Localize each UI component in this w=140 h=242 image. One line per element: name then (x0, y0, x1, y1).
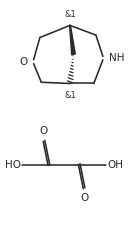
Text: HO: HO (5, 159, 21, 170)
Text: &1: &1 (65, 91, 77, 100)
Polygon shape (70, 25, 75, 55)
Text: O: O (39, 126, 47, 136)
Text: OH: OH (107, 159, 123, 170)
Text: O: O (19, 57, 28, 67)
Text: &1: &1 (65, 10, 77, 19)
Text: NH: NH (109, 53, 124, 63)
Text: O: O (81, 193, 89, 203)
